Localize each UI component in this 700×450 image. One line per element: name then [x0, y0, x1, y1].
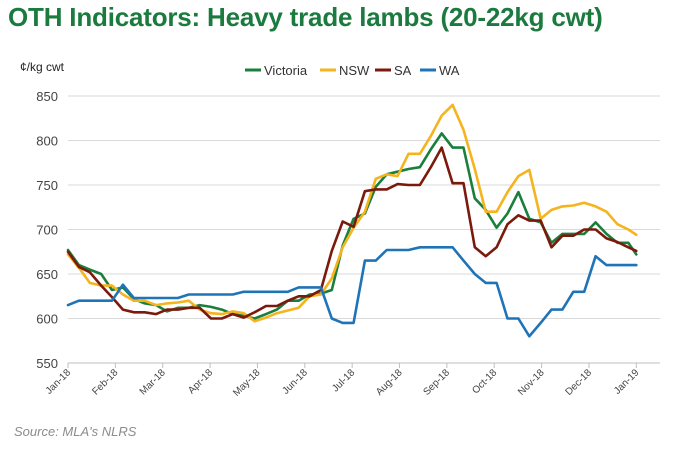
x-tick-label: Apr-18	[186, 367, 215, 396]
y-axis-ticks: 550 600 650 700 750 800 850	[36, 89, 58, 371]
series-line-wa	[66, 246, 638, 338]
legend: Victoria NSW SA WA	[245, 63, 460, 78]
gridlines	[68, 95, 660, 364]
legend-label-sa: SA	[394, 63, 412, 78]
x-tick-label: Nov-18	[516, 367, 547, 398]
y-tick-label: 600	[36, 312, 58, 327]
y-tick-label: 650	[36, 267, 58, 282]
legend-label-victoria: Victoria	[264, 63, 308, 78]
y-tick-label: 750	[36, 178, 58, 193]
y-axis-label: ¢/kg cwt	[20, 60, 65, 74]
series-line-sa	[66, 146, 638, 320]
x-tick-label: Jun-18	[281, 367, 311, 397]
x-tick-label: Jul-18	[330, 367, 357, 394]
x-axis-ticks: Jan-18 Feb-18 Mar-18 Apr-18 May-18 Jun-18 Jul-…	[44, 362, 660, 399]
legend-label-wa: WA	[439, 63, 460, 78]
x-tick-label: Sep-18	[421, 367, 452, 398]
x-tick-label: Jan-18	[44, 367, 74, 397]
x-tick-label: Dec-18	[563, 367, 594, 398]
source-note: Source: MLA's NLRS	[14, 424, 137, 439]
y-tick-label: 550	[36, 356, 58, 371]
x-tick-label: Aug-18	[374, 367, 405, 398]
series-line-nsw	[66, 103, 638, 323]
x-tick-label: Oct-18	[470, 367, 499, 396]
series-lines	[66, 103, 638, 338]
x-tick-label: Jan-19	[612, 367, 642, 397]
y-tick-label: 700	[36, 223, 58, 238]
page-title: OTH Indicators: Heavy trade lambs (20-22…	[8, 2, 603, 32]
y-tick-label: 850	[36, 89, 58, 104]
x-tick-label: Feb-18	[90, 367, 120, 397]
x-tick-label: May-18	[231, 367, 263, 399]
y-tick-label: 800	[36, 134, 58, 149]
legend-label-nsw: NSW	[339, 63, 370, 78]
x-tick-label: Mar-18	[138, 367, 168, 397]
